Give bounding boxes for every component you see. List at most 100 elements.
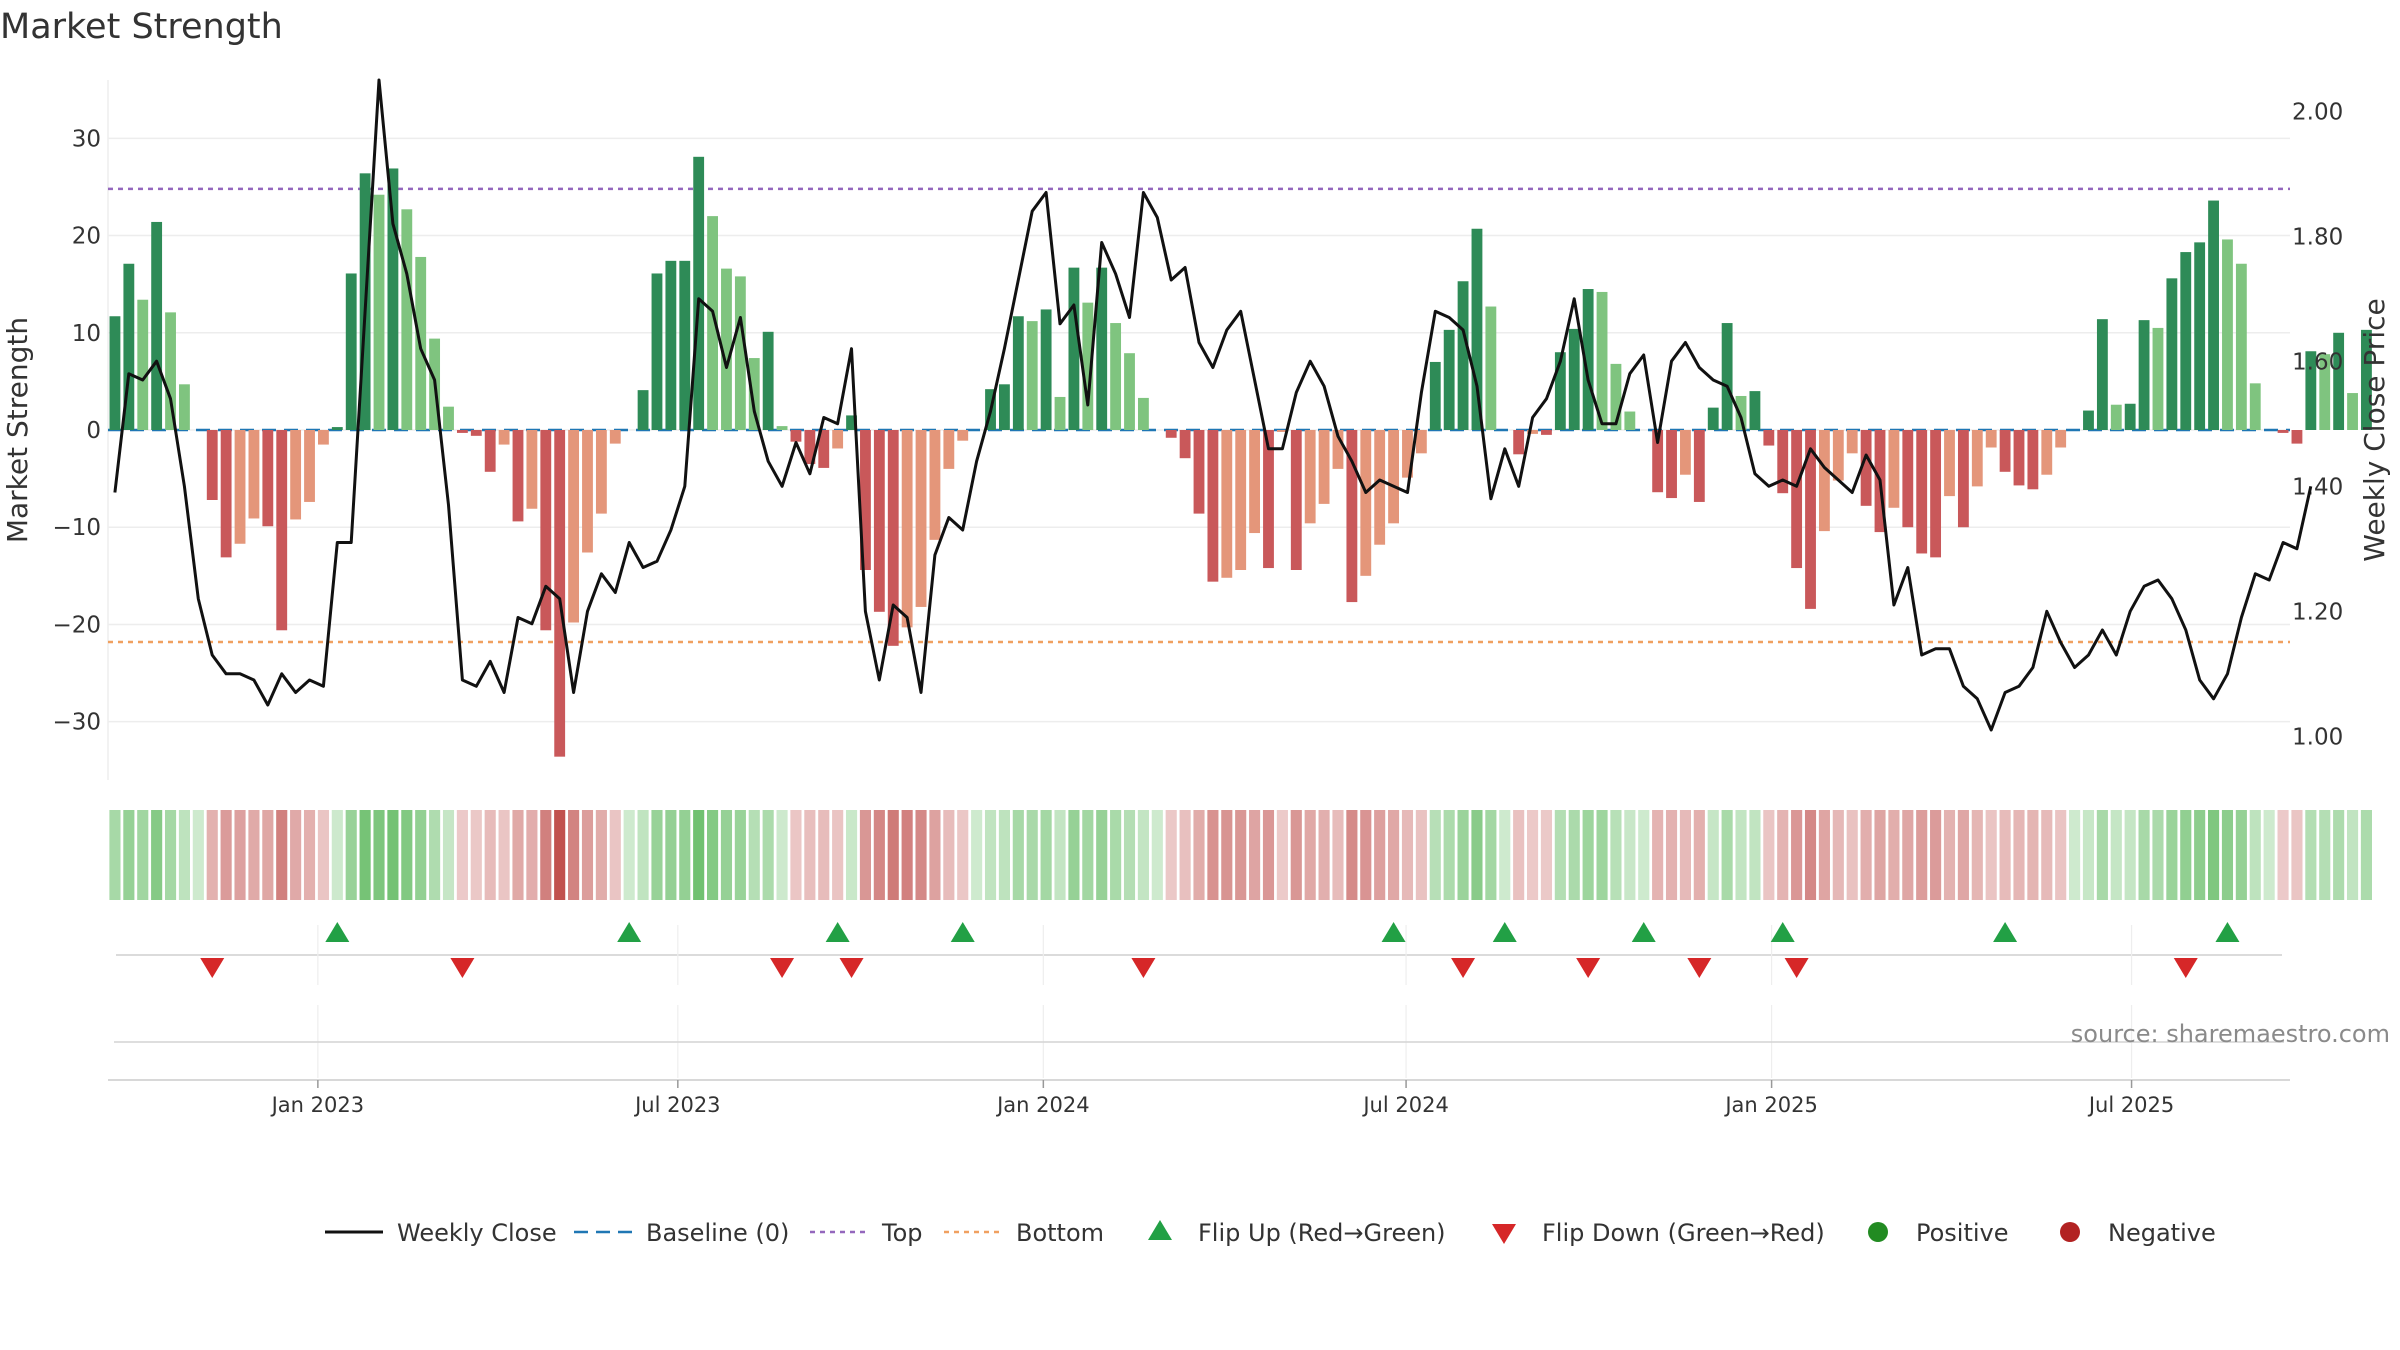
heat-strip-cell	[1290, 810, 1302, 900]
legend-swatch-flip-up	[1148, 1220, 1172, 1240]
heat-strip-cell	[720, 810, 733, 900]
strength-bar	[1707, 407, 1719, 430]
legend: Weekly Close Baseline (0) Top Bottom Flip Up…	[325, 1219, 2216, 1247]
strength-bar	[2333, 332, 2345, 430]
flip-down-marker	[1131, 958, 1156, 978]
heat-strip-cell	[109, 810, 121, 900]
heat-strip-cell	[1693, 810, 1705, 900]
strength-bar	[2291, 430, 2303, 444]
y2-axis-label: Weekly Close Price	[2358, 298, 2391, 561]
strength-bar	[276, 430, 288, 631]
legend-item-close: Weekly Close	[325, 1219, 557, 1247]
heat-strip-cell	[2360, 810, 2372, 900]
strength-bar	[1818, 430, 1830, 532]
strength-heat-strip	[109, 810, 2372, 900]
heat-strip-cell	[2110, 810, 2122, 900]
legend-item-top: Top	[810, 1219, 923, 1247]
date-tick-label: Jul 2025	[2087, 1093, 2174, 1117]
heat-strip-cell	[1943, 810, 1956, 900]
heat-strip-cell	[1930, 810, 1942, 900]
strength-bar	[929, 430, 941, 540]
strength-bar	[1360, 430, 1372, 576]
heat-strip-cell	[1832, 810, 1844, 900]
strength-bar	[1832, 430, 1844, 481]
heat-strip-cell	[1540, 810, 1553, 900]
y-tick-label: −10	[52, 515, 101, 541]
legend-label: Top	[881, 1219, 923, 1247]
flip-down-marker	[2173, 958, 2198, 978]
strength-bar	[1402, 430, 1413, 478]
heat-strip-cell	[1123, 810, 1136, 900]
heat-strip-cell	[540, 810, 552, 900]
heat-strip-cell	[623, 810, 635, 900]
heat-strip-cell	[2041, 810, 2053, 900]
strength-bar	[1693, 430, 1705, 502]
strength-bar	[804, 430, 816, 465]
strength-bar	[1916, 430, 1928, 554]
heat-strip-cell	[178, 810, 190, 900]
strength-bar	[582, 430, 593, 553]
heat-strip-cell	[762, 810, 774, 900]
strength-bar	[748, 358, 760, 430]
strength-bar	[1902, 430, 1914, 528]
source-label: source: sharemaestro.com	[2071, 1020, 2390, 1048]
heat-strip-cell	[1638, 810, 1650, 900]
heat-strip-cell	[2346, 810, 2359, 900]
heat-strip-cell	[442, 810, 455, 900]
legend-label: Baseline (0)	[646, 1219, 789, 1247]
legend-item-negative: Negative	[2060, 1219, 2216, 1247]
strength-bar	[2305, 351, 2317, 430]
heat-strip-cell	[2082, 810, 2095, 900]
strength-bar	[1930, 430, 1942, 558]
date-tick-label: Jul 2024	[1361, 1093, 1448, 1117]
legend-label: Flip Down (Green→Red)	[1542, 1219, 1825, 1247]
heat-strip-cell	[1957, 810, 1969, 900]
strength-bar	[832, 430, 844, 449]
strength-bar	[2180, 252, 2192, 430]
strength-bar	[2110, 404, 2122, 430]
strength-bar	[484, 430, 496, 472]
heat-strip-cell	[415, 810, 427, 900]
strength-bar	[1026, 321, 1038, 430]
heat-strip-cell	[707, 810, 719, 900]
heat-strip-cell	[1874, 810, 1886, 900]
heat-strip-cell	[192, 810, 204, 900]
strength-bar	[1596, 291, 1608, 430]
strength-bar	[554, 430, 566, 757]
heat-strip-cell	[2194, 810, 2206, 900]
y-tick-label: 30	[72, 126, 101, 152]
strength-bar	[137, 299, 149, 430]
heat-strip-cell	[1985, 810, 1997, 900]
strength-bar	[1263, 430, 1274, 569]
y-axis-ticks: 30 20 10 0 −10 −20 −30	[52, 126, 101, 735]
heat-strip-cell	[1401, 810, 1414, 900]
heat-strip-cell	[1443, 810, 1455, 900]
strength-bar	[2152, 327, 2164, 430]
heat-strip-cell	[359, 810, 371, 900]
heat-strip-cell	[929, 810, 941, 900]
heat-strip-cell	[484, 810, 496, 900]
heat-strip-cell	[1054, 810, 1066, 900]
heat-strip-cell	[1012, 810, 1024, 900]
heat-strip-cell	[2319, 810, 2331, 900]
heat-strip-cell	[609, 810, 621, 900]
heat-strip-cell	[748, 810, 760, 900]
heat-strip-cell	[859, 810, 872, 900]
heat-strip-cell	[679, 810, 691, 900]
heat-strip-cell	[595, 810, 607, 900]
strength-bar	[637, 390, 649, 430]
y-tick-label: −20	[52, 612, 101, 638]
heat-strip-cell	[1151, 810, 1163, 900]
strength-bar	[734, 276, 746, 430]
flip-up-marker	[2215, 922, 2240, 942]
strength-bar	[1110, 323, 1122, 430]
strength-bar	[401, 209, 413, 430]
heat-strip-cell	[2166, 810, 2178, 900]
heat-strip-cell	[1610, 810, 1622, 900]
strength-bar	[1666, 430, 1677, 499]
heat-strip-cell	[2235, 810, 2247, 900]
flip-up-marker	[825, 922, 850, 942]
heat-strip-cell	[1471, 810, 1483, 900]
strength-bar	[1888, 430, 1900, 508]
